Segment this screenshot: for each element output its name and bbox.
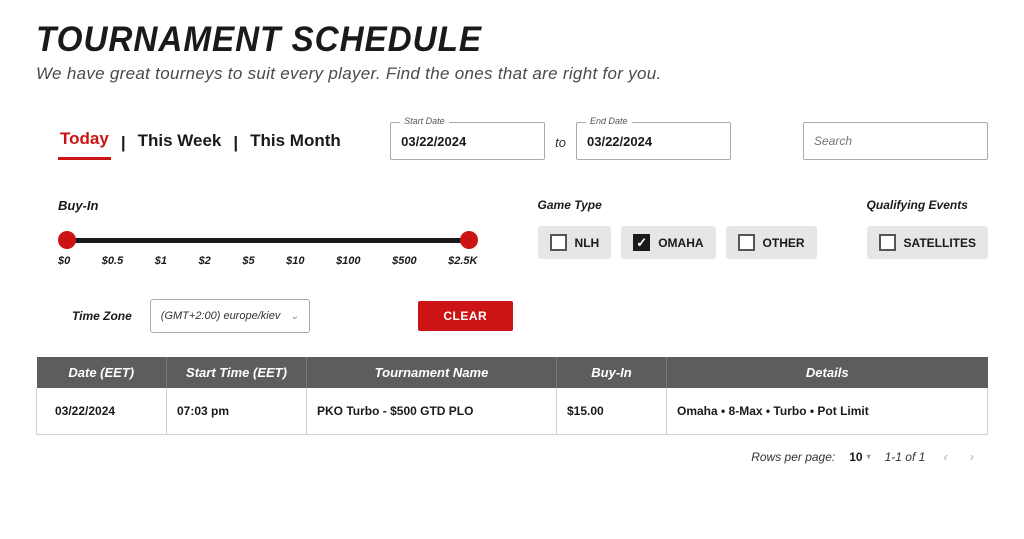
checkbox-icon [550,234,567,251]
buyin-tick: $0 [58,255,70,267]
qualifying-events-block: Qualifying Events SATELLITES [867,198,988,259]
tab-this-week[interactable]: This Week [136,127,224,159]
game-type-omaha[interactable]: ✓ OMAHA [621,226,715,259]
tab-separator: | [233,133,238,153]
end-date-label: End Date [586,116,632,126]
checkbox-icon: ✓ [633,234,650,251]
col-header-time[interactable]: Start Time (EET) [167,357,307,388]
checkbox-icon [879,234,896,251]
tab-this-month[interactable]: This Month [248,127,343,159]
buyin-ticks: $0 $0.5 $1 $2 $5 $10 $100 $500 $2.5K [58,255,478,267]
clear-button[interactable]: CLEAR [418,301,513,331]
game-type-other[interactable]: OTHER [726,226,817,259]
buyin-tick: $2.5K [448,255,477,267]
date-range-group: Start Date to End Date [390,122,731,160]
schedule-table: Date (EET) Start Time (EET) Tournament N… [36,357,988,435]
tab-separator: | [121,133,126,153]
page-title: TOURNAMENT SCHEDULE [36,20,940,60]
game-type-block: Game Type NLH ✓ OMAHA OTHER [538,198,817,259]
buyin-tick: $500 [392,255,416,267]
buyin-tick: $10 [286,255,304,267]
timezone-select[interactable]: (GMT+2:00) europe/kiev ⌄ [150,299,310,333]
search-input[interactable] [803,122,988,160]
page-range: 1-1 of 1 [885,450,926,464]
page-prev-button[interactable]: ‹ [939,449,951,464]
page-next-button[interactable]: › [966,449,978,464]
filter-row-middle: Buy-In $0 $0.5 $1 $2 $5 $10 $100 $500 $2… [36,198,988,267]
filter-row-top: Today | This Week | This Month Start Dat… [36,122,988,160]
buyin-tick: $1 [155,255,167,267]
buyin-slider-handle-max[interactable] [460,231,478,249]
cell-time: 07:03 pm [167,388,307,435]
buyin-slider-block: Buy-In $0 $0.5 $1 $2 $5 $10 $100 $500 $2… [58,198,478,267]
buyin-tick: $2 [199,255,211,267]
col-header-date[interactable]: Date (EET) [37,357,167,388]
game-type-title: Game Type [538,198,817,212]
buyin-tick: $5 [242,255,254,267]
start-date-label: Start Date [400,116,449,126]
game-type-label: OMAHA [658,236,703,250]
game-type-nlh[interactable]: NLH [538,226,612,259]
game-type-label: OTHER [763,236,805,250]
chevron-down-icon: ⌄ [290,311,298,322]
cell-date: 03/22/2024 [37,388,167,435]
col-header-buyin[interactable]: Buy-In [557,357,667,388]
qualifying-title: Qualifying Events [867,198,988,212]
pagination: Rows per page: 10 ▾ 1-1 of 1 ‹ › [36,435,988,478]
buyin-slider-handle-min[interactable] [58,231,76,249]
col-header-details[interactable]: Details [667,357,988,388]
buyin-slider[interactable] [58,231,478,249]
date-tabs: Today | This Week | This Month [58,125,343,160]
timezone-label: Time Zone [72,309,132,323]
qualifying-satellites[interactable]: SATELLITES [867,226,988,259]
cell-buyin: $15.00 [557,388,667,435]
rows-per-page-select[interactable]: 10 ▾ [849,450,870,464]
checkbox-icon [738,234,755,251]
buyin-tick: $0.5 [102,255,123,267]
end-date-input[interactable] [576,122,731,160]
to-label: to [555,135,566,160]
filter-row-bottom: Time Zone (GMT+2:00) europe/kiev ⌄ CLEAR [36,299,988,333]
buyin-tick: $100 [336,255,360,267]
table-row[interactable]: 03/22/2024 07:03 pm PKO Turbo - $500 GTD… [37,388,988,435]
chevron-down-icon: ▾ [867,452,871,461]
start-date-input[interactable] [390,122,545,160]
rows-per-page-label: Rows per page: [751,450,835,464]
buyin-title: Buy-In [58,198,478,213]
tab-today[interactable]: Today [58,125,111,160]
page-subtitle: We have great tourneys to suit every pla… [36,64,988,84]
cell-details: Omaha • 8-Max • Turbo • Pot Limit [667,388,988,435]
qualifying-label: SATELLITES [904,236,976,250]
col-header-name[interactable]: Tournament Name [307,357,557,388]
cell-name: PKO Turbo - $500 GTD PLO [307,388,557,435]
timezone-value: (GMT+2:00) europe/kiev [161,310,281,322]
game-type-label: NLH [575,236,600,250]
